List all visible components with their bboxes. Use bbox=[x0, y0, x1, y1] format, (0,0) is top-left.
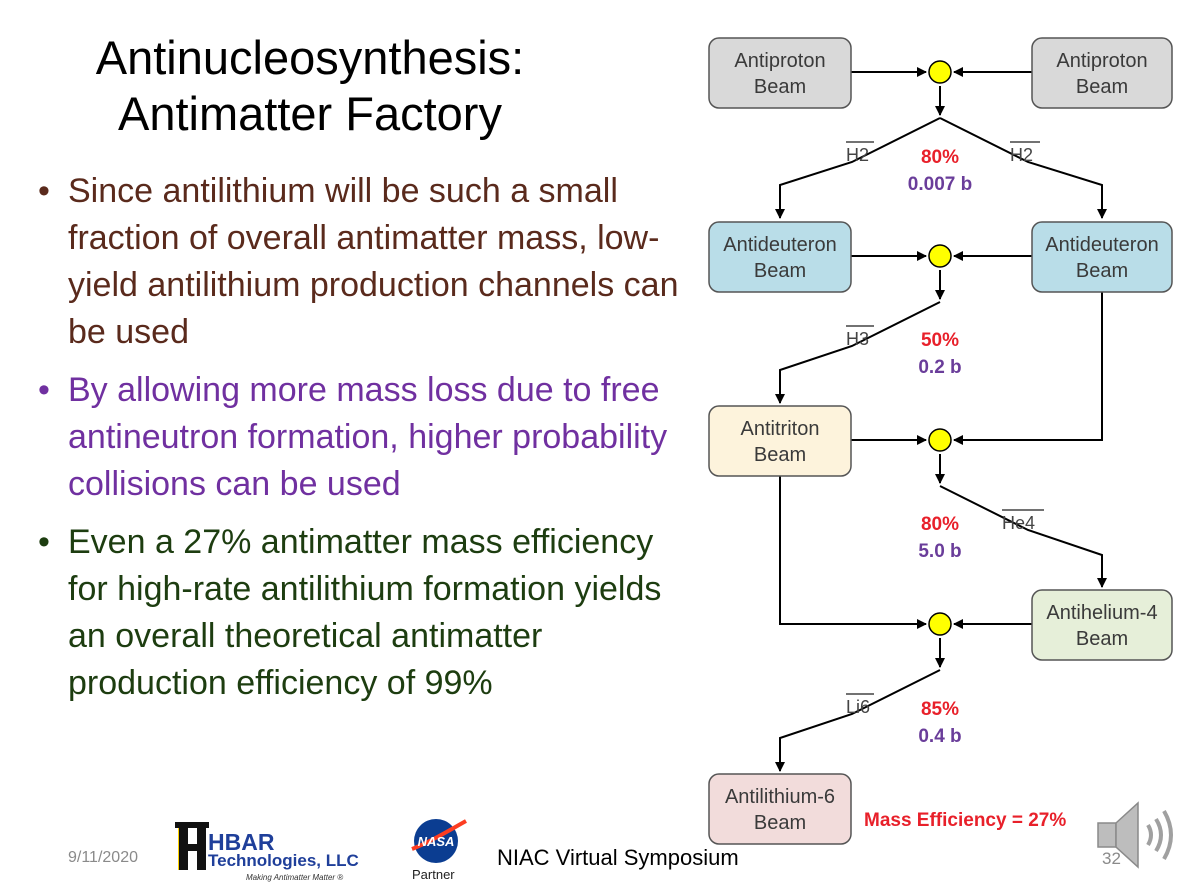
bullet-item-3: • Even a 27% antimatter mass efficiency f… bbox=[38, 519, 688, 707]
node-label: Beam bbox=[754, 76, 806, 98]
node-label: Beam bbox=[754, 444, 806, 466]
yield-cross-section-1: 0.007 b bbox=[908, 174, 972, 195]
bullet-text-1: Since antilithium will be such a small f… bbox=[68, 172, 679, 351]
nasa-logo-icon: NASA bbox=[411, 819, 467, 863]
diagram-connectors bbox=[775, 67, 1107, 772]
node-antideuteron-right: Antideuteron Beam bbox=[1031, 221, 1173, 293]
junction-1 bbox=[928, 60, 952, 84]
junction-3 bbox=[928, 428, 952, 452]
bullet-list: • Since antilithium will be such a small … bbox=[38, 168, 688, 718]
title-line-2: Antimatter Factory bbox=[118, 87, 502, 140]
product-h2-right: H2 bbox=[1010, 145, 1033, 165]
yield-percent-4: 85% bbox=[921, 699, 959, 720]
node-antiproton-left: Antiproton Beam bbox=[708, 37, 852, 109]
node-label: Beam bbox=[1076, 628, 1128, 650]
connector-antitriton-to-junction4 bbox=[779, 476, 927, 629]
hbar-name: HBAR bbox=[208, 829, 275, 855]
connector-li6 bbox=[775, 669, 941, 772]
diagram-nodes: Antiproton Beam Antiproton Beam Antideut… bbox=[708, 37, 1173, 845]
junction-4 bbox=[928, 612, 952, 636]
yield-cross-section-2: 0.2 b bbox=[918, 357, 961, 378]
node-label: Antilithium-6 bbox=[725, 786, 835, 808]
product-h2-left: H2 bbox=[846, 145, 869, 165]
product-labels: H2 H2 H3 He4 Li6 bbox=[846, 141, 1044, 717]
node-antitriton: Antitriton Beam bbox=[708, 405, 852, 477]
speaker-icon[interactable] bbox=[1094, 795, 1174, 875]
yield-cross-section-3: 5.0 b bbox=[918, 541, 961, 562]
yield-percent-1: 80% bbox=[921, 147, 959, 168]
hbar-logo-icon bbox=[175, 822, 209, 870]
node-label: Beam bbox=[754, 812, 806, 834]
node-antiproton-right: Antiproton Beam bbox=[1031, 37, 1173, 109]
bullet-item-1: • Since antilithium will be such a small … bbox=[38, 168, 688, 356]
product-h3: H3 bbox=[846, 329, 869, 349]
bullet-dot: • bbox=[38, 172, 50, 210]
product-li6: Li6 bbox=[846, 697, 870, 717]
node-label: Beam bbox=[1076, 76, 1128, 98]
node-label: Antideuteron bbox=[723, 234, 836, 256]
junction-2 bbox=[928, 244, 952, 268]
bullet-dot: • bbox=[38, 523, 50, 561]
junctions bbox=[928, 60, 952, 636]
nasa-logo-text: NASA bbox=[418, 834, 455, 849]
yield-percent-3: 80% bbox=[921, 514, 959, 535]
connector-h3 bbox=[775, 301, 941, 404]
mass-efficiency-label: Mass Efficiency = 27% bbox=[864, 810, 1066, 831]
node-label: Beam bbox=[754, 260, 806, 282]
node-label: Antihelium-4 bbox=[1046, 602, 1157, 624]
bullet-dot: • bbox=[38, 371, 50, 409]
node-label: Antitriton bbox=[741, 418, 820, 440]
node-label: Beam bbox=[1076, 260, 1128, 282]
reaction-yields: 80% 0.007 b 50% 0.2 b 80% 5.0 b 85% 0.4 … bbox=[908, 147, 972, 747]
connector-antideuteron-to-junction3 bbox=[953, 292, 1103, 445]
connector-h2-right bbox=[939, 117, 1107, 219]
connector-h2-left bbox=[775, 117, 941, 219]
yield-percent-2: 50% bbox=[921, 330, 959, 351]
node-label: Antiproton bbox=[1056, 50, 1147, 72]
event-name: NIAC Virtual Symposium bbox=[497, 845, 739, 870]
footer-date: 9/11/2020 bbox=[68, 849, 138, 866]
title-line-1: Antinucleosynthesis: bbox=[95, 31, 525, 84]
node-antihelium4: Antihelium-4 Beam bbox=[1031, 589, 1173, 661]
hbar-tagline: Making Antimatter Matter ® bbox=[246, 873, 344, 882]
nasa-partner-label: Partner bbox=[412, 867, 455, 882]
bullet-item-2: • By allowing more mass loss due to free … bbox=[38, 367, 688, 508]
bullet-text-2: By allowing more mass loss due to free a… bbox=[68, 371, 668, 503]
yield-cross-section-4: 0.4 b bbox=[918, 726, 961, 747]
bullet-text-3: Even a 27% antimatter mass efficiency fo… bbox=[68, 523, 662, 702]
product-he4: He4 bbox=[1002, 513, 1035, 533]
node-label: Antideuteron bbox=[1045, 234, 1158, 256]
page-number: 32 bbox=[1102, 849, 1121, 868]
connector-he4 bbox=[939, 485, 1107, 588]
node-antideuteron-left: Antideuteron Beam bbox=[708, 221, 852, 293]
node-label: Antiproton bbox=[734, 50, 825, 72]
hbar-company: Technologies, LLC bbox=[208, 851, 359, 870]
node-antilithium6: Antilithium-6 Beam bbox=[708, 773, 852, 845]
slide-title: Antinucleosynthesis: Antimatter Factory bbox=[30, 30, 590, 142]
